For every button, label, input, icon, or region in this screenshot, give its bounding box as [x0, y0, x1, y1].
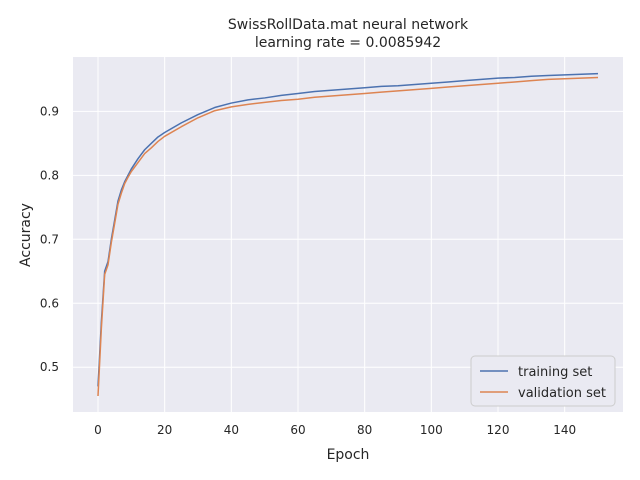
x-tick-label: 20 [157, 423, 172, 437]
x-tick-label: 40 [224, 423, 239, 437]
x-tick-label: 120 [487, 423, 510, 437]
x-tick-label: 80 [357, 423, 372, 437]
grid [73, 57, 623, 412]
x-tick-label: 100 [420, 423, 443, 437]
x-tick-labels: 0 20 40 60 80 100 120 140 [94, 423, 576, 437]
y-tick-label: 0.5 [40, 360, 59, 374]
y-tick-label: 0.8 [40, 168, 59, 182]
legend: training set validation set [470, 355, 616, 407]
y-tick-label: 0.9 [40, 104, 59, 118]
x-tick-label: 0 [94, 423, 102, 437]
x-tick-label: 140 [553, 423, 576, 437]
y-tick-labels: 0.5 0.6 0.7 0.8 0.9 [40, 104, 59, 374]
series-line-training [97, 72, 599, 387]
y-tick-label: 0.6 [40, 296, 59, 310]
legend-label-training: training set [518, 365, 592, 380]
legend-box [470, 355, 616, 407]
series-lines [97, 72, 599, 397]
series-line-validation [97, 76, 599, 397]
x-tick-label: 60 [290, 423, 305, 437]
y-tick-label: 0.7 [40, 232, 59, 246]
chart-title-line1: SwissRollData.mat neural network [228, 17, 469, 33]
chart-title-line2: learning rate = 0.0085942 [255, 35, 441, 51]
y-axis-label: Accuracy [18, 203, 34, 267]
legend-label-validation: validation set [518, 386, 606, 401]
x-axis-label: Epoch [327, 447, 370, 463]
